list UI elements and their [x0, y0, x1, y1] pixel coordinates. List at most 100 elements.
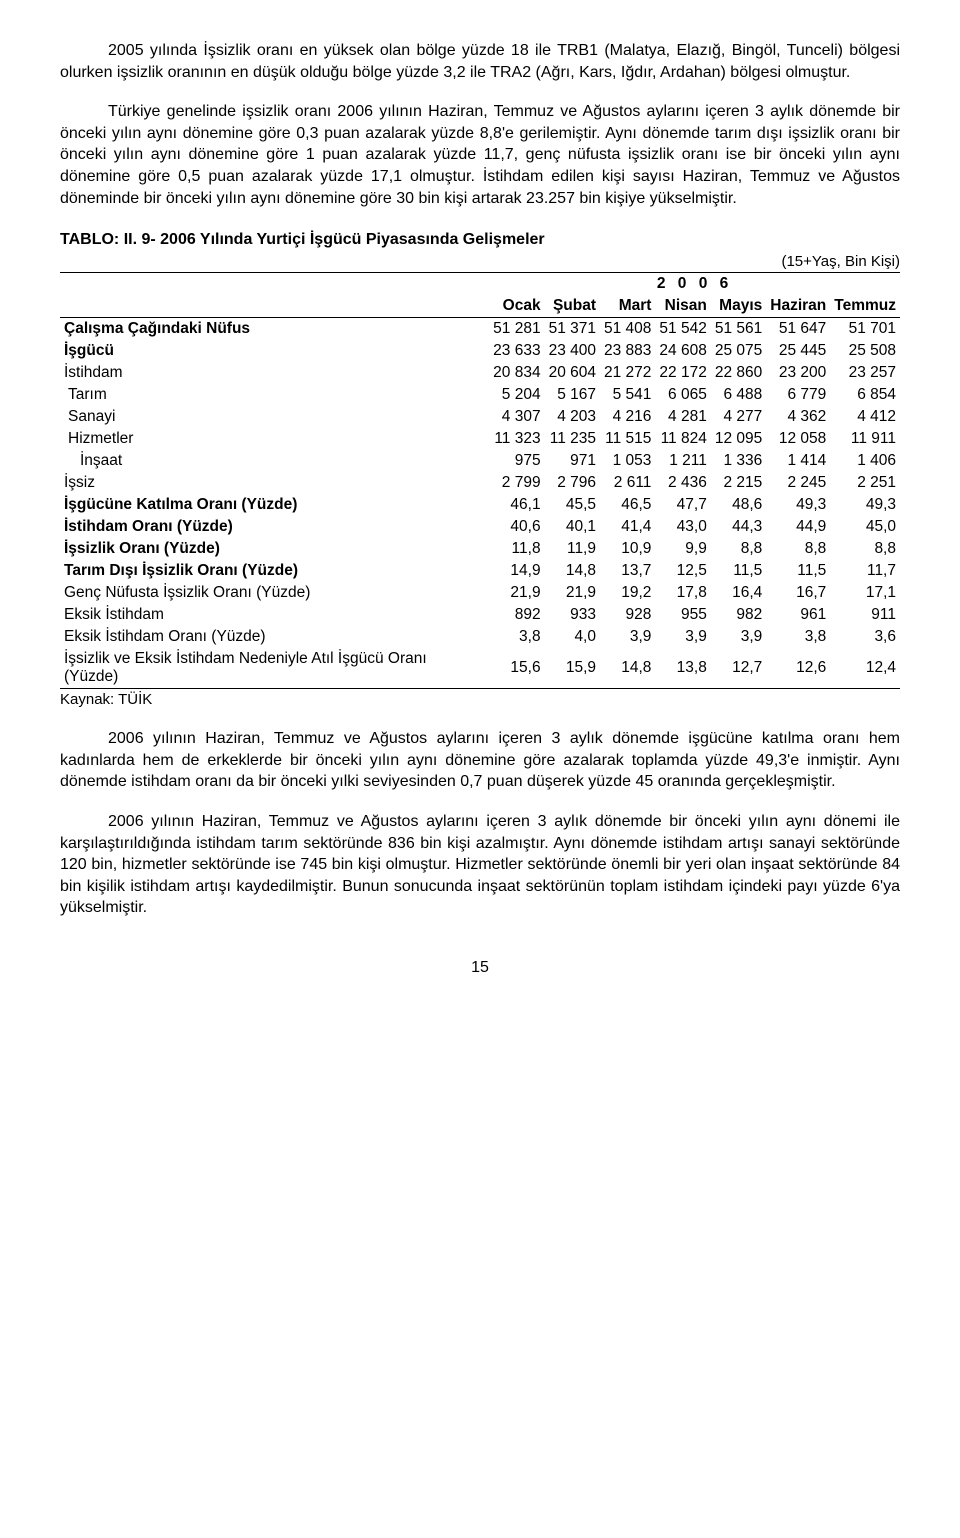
cell-value: 11 911	[830, 428, 900, 450]
cell-value: 5 204	[489, 384, 544, 406]
cell-value: 8,8	[766, 538, 830, 560]
cell-value: 4 203	[545, 406, 600, 428]
cell-value: 51 647	[766, 318, 830, 341]
row-label: Eksik İstihdam	[60, 604, 489, 626]
row-label: Genç Nüfusta İşsizlik Oranı (Yüzde)	[60, 582, 489, 604]
table-row: Tarım5 2045 1675 5416 0656 4886 7796 854	[60, 384, 900, 406]
cell-value: 2 251	[830, 472, 900, 494]
cell-value: 21,9	[489, 582, 544, 604]
table-row: İşsizlik ve Eksik İstihdam Nedeniyle Atı…	[60, 648, 900, 689]
row-label: İşsizlik ve Eksik İstihdam Nedeniyle Atı…	[60, 648, 489, 689]
cell-value: 955	[655, 604, 710, 626]
cell-value: 2 215	[711, 472, 766, 494]
cell-value: 16,7	[766, 582, 830, 604]
cell-value: 11 515	[600, 428, 655, 450]
month-col: Nisan	[655, 295, 710, 318]
cell-value: 3,9	[600, 626, 655, 648]
cell-value: 11,9	[545, 538, 600, 560]
month-col: Haziran	[766, 295, 830, 318]
table-row: İşgücü23 63323 40023 88324 60825 07525 4…	[60, 340, 900, 362]
cell-value: 982	[711, 604, 766, 626]
cell-value: 2 799	[489, 472, 544, 494]
cell-value: 1 211	[655, 450, 710, 472]
cell-value: 11,8	[489, 538, 544, 560]
cell-value: 12,6	[766, 648, 830, 689]
cell-value: 9,9	[655, 538, 710, 560]
cell-value: 49,3	[830, 494, 900, 516]
cell-value: 22 860	[711, 362, 766, 384]
cell-value: 49,3	[766, 494, 830, 516]
cell-value: 14,8	[545, 560, 600, 582]
page-number: 15	[60, 959, 900, 977]
cell-value: 3,8	[766, 626, 830, 648]
cell-value: 12,4	[830, 648, 900, 689]
table-row: İstihdam20 83420 60421 27222 17222 86023…	[60, 362, 900, 384]
cell-value: 4 412	[830, 406, 900, 428]
cell-value: 12,5	[655, 560, 710, 582]
month-col: Temmuz	[830, 295, 900, 318]
cell-value: 933	[545, 604, 600, 626]
row-label: İşgücü	[60, 340, 489, 362]
row-label: İnşaat	[60, 450, 489, 472]
cell-value: 12 058	[766, 428, 830, 450]
cell-value: 19,2	[600, 582, 655, 604]
paragraph-3: 2006 yılının Haziran, Temmuz ve Ağustos …	[60, 728, 900, 793]
cell-value: 41,4	[600, 516, 655, 538]
cell-value: 23 257	[830, 362, 900, 384]
cell-value: 975	[489, 450, 544, 472]
table-row: İşsizlik Oranı (Yüzde)11,811,910,99,98,8…	[60, 538, 900, 560]
cell-value: 1 336	[711, 450, 766, 472]
cell-value: 6 779	[766, 384, 830, 406]
month-col: Ocak	[489, 295, 544, 318]
unit-note: (15+Yaş, Bin Kişi)	[60, 253, 900, 270]
row-label: İstihdam Oranı (Yüzde)	[60, 516, 489, 538]
cell-value: 21 272	[600, 362, 655, 384]
month-header-row: Ocak Şubat Mart Nisan Mayıs Haziran Temm…	[60, 295, 900, 318]
table-row: İnşaat9759711 0531 2111 3361 4141 406	[60, 450, 900, 472]
cell-value: 11 323	[489, 428, 544, 450]
cell-value: 23 200	[766, 362, 830, 384]
cell-value: 45,5	[545, 494, 600, 516]
cell-value: 10,9	[600, 538, 655, 560]
cell-value: 25 508	[830, 340, 900, 362]
table-title: TABLO: II. 9- 2006 Yılında Yurtiçi İşgüc…	[60, 231, 900, 249]
cell-value: 51 281	[489, 318, 544, 341]
month-col: Mart	[600, 295, 655, 318]
cell-value: 13,8	[655, 648, 710, 689]
table-row: İşgücüne Katılma Oranı (Yüzde)46,145,546…	[60, 494, 900, 516]
row-label: İstihdam	[60, 362, 489, 384]
cell-value: 6 488	[711, 384, 766, 406]
year-header: 2 0 0 6	[489, 273, 900, 296]
cell-value: 45,0	[830, 516, 900, 538]
month-col: Şubat	[545, 295, 600, 318]
cell-value: 51 371	[545, 318, 600, 341]
source-note: Kaynak: TÜİK	[60, 691, 900, 708]
cell-value: 16,4	[711, 582, 766, 604]
paragraph-1: 2005 yılında İşsizlik oranı en yüksek ol…	[60, 40, 900, 83]
row-label: Hizmetler	[60, 428, 489, 450]
cell-value: 2 611	[600, 472, 655, 494]
paragraph-4: 2006 yılının Haziran, Temmuz ve Ağustos …	[60, 811, 900, 919]
cell-value: 5 167	[545, 384, 600, 406]
cell-value: 14,8	[600, 648, 655, 689]
table-row: Sanayi4 3074 2034 2164 2814 2774 3624 41…	[60, 406, 900, 428]
cell-value: 911	[830, 604, 900, 626]
cell-value: 11,5	[766, 560, 830, 582]
row-label: Tarım Dışı İşsizlik Oranı (Yüzde)	[60, 560, 489, 582]
cell-value: 14,9	[489, 560, 544, 582]
table-row: Eksik İstihdam892933928955982961911	[60, 604, 900, 626]
row-label: İşsiz	[60, 472, 489, 494]
cell-value: 3,6	[830, 626, 900, 648]
cell-value: 2 436	[655, 472, 710, 494]
cell-value: 1 053	[600, 450, 655, 472]
cell-value: 8,8	[711, 538, 766, 560]
cell-value: 17,8	[655, 582, 710, 604]
table-row: Genç Nüfusta İşsizlik Oranı (Yüzde)21,92…	[60, 582, 900, 604]
cell-value: 15,6	[489, 648, 544, 689]
cell-value: 3,9	[655, 626, 710, 648]
cell-value: 17,1	[830, 582, 900, 604]
cell-value: 3,9	[711, 626, 766, 648]
cell-value: 51 701	[830, 318, 900, 341]
cell-value: 20 604	[545, 362, 600, 384]
cell-value: 23 883	[600, 340, 655, 362]
